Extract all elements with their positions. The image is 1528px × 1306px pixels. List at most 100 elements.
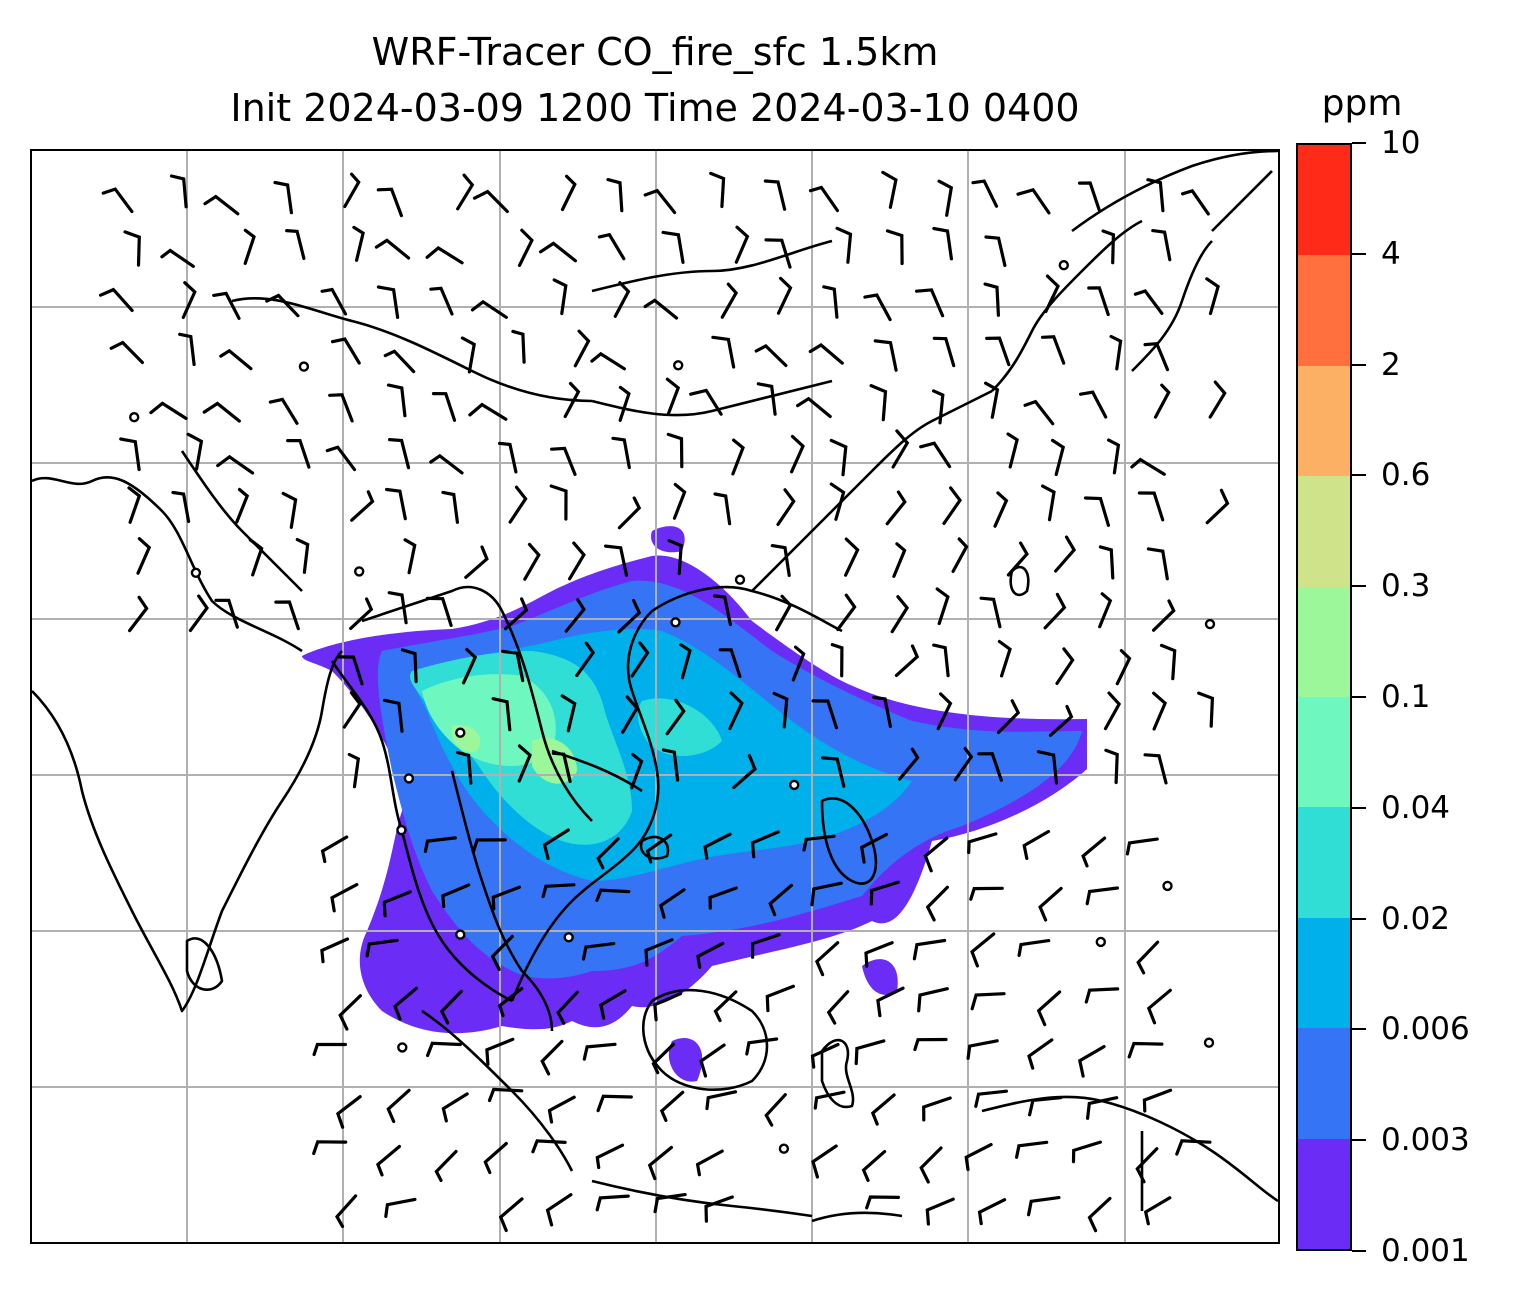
wind-barb: [1036, 990, 1062, 1027]
wind-barb: [127, 486, 142, 524]
wind-barb: [551, 751, 572, 784]
wind-barb: [750, 830, 780, 859]
border-inland-2: [500, 610, 593, 822]
wind-barb: [630, 752, 644, 790]
wind-barb: [661, 748, 680, 782]
colorbar-tick: [1352, 806, 1366, 809]
co-plume: [302, 526, 1087, 1082]
wind-barb: [382, 698, 404, 733]
wind-barb: [365, 938, 399, 958]
wind-barb: [645, 833, 673, 864]
wind-barb: [892, 542, 907, 578]
wind-barb: [573, 329, 591, 368]
wind-barb: [468, 402, 508, 421]
wind-barb: [835, 226, 853, 264]
wind-barb: [1159, 643, 1177, 681]
wind-barb: [813, 1090, 846, 1110]
wind-barb: [101, 187, 134, 214]
wind-barb: [1143, 342, 1170, 372]
wind-barb: [136, 537, 152, 575]
wind-barb: [977, 752, 1003, 782]
calm-wind-circle: [1204, 618, 1216, 630]
wind-barb: [274, 600, 300, 631]
wind-barb: [1133, 289, 1164, 315]
wind-barb: [285, 229, 306, 261]
wind-barb: [917, 987, 949, 1013]
wind-barb: [993, 491, 1009, 528]
island-philippines: [820, 797, 878, 885]
wind-barb: [708, 886, 738, 910]
wind-barb: [1115, 649, 1132, 686]
wind-barb: [1050, 438, 1066, 477]
wind-barb: [349, 597, 374, 630]
wind-barb: [403, 538, 417, 575]
wind-barb: [604, 544, 629, 577]
colorbar-tick: [1352, 1250, 1366, 1252]
wind-barb: [1197, 691, 1215, 728]
wind-barb: [996, 699, 1021, 735]
wind-barb: [932, 389, 945, 425]
wind-barb: [796, 396, 832, 419]
calm-wind-circle: [455, 929, 466, 940]
wind-barb: [970, 992, 1006, 1011]
coastline-china-south: [751, 389, 993, 592]
colorbar: [1296, 143, 1352, 1251]
wind-barb: [1055, 647, 1075, 685]
wind-barb: [703, 832, 732, 860]
wind-barb: [186, 432, 204, 471]
wind-barb: [1048, 704, 1074, 737]
wind-barb: [695, 1149, 724, 1177]
wind-barb: [922, 1096, 952, 1122]
wind-barb: [765, 984, 795, 1013]
wind-barb: [1027, 1196, 1061, 1217]
wind-barb: [763, 179, 787, 211]
colorbar-tick-label: 0.003: [1381, 1122, 1470, 1159]
wind-barb: [426, 1041, 462, 1058]
wind-barb: [844, 537, 860, 577]
wind-barb: [885, 490, 907, 526]
wind-barb: [320, 835, 349, 864]
wind-barb: [854, 1039, 886, 1066]
wind-barb: [560, 174, 577, 212]
wind-barb: [932, 336, 956, 368]
wind-barb: [1152, 691, 1168, 731]
wind-barb: [936, 692, 953, 731]
wind-barb: [699, 1043, 726, 1078]
wind-barb: [764, 238, 792, 269]
wind-barb: [568, 541, 586, 581]
wind-barb: [863, 293, 892, 322]
wind-barb: [243, 228, 256, 265]
calm-wind-circle: [128, 412, 140, 423]
wind-barb: [169, 174, 188, 209]
wind-barb: [347, 752, 361, 789]
wind-barb: [563, 381, 581, 419]
wind-barb: [776, 276, 793, 315]
wind-barb: [925, 1197, 955, 1226]
colorbar-tick: [1352, 252, 1366, 255]
wind-barb: [517, 744, 532, 783]
wind-barb: [1038, 886, 1063, 922]
calm-wind-circle: [673, 360, 684, 371]
wind-barb: [826, 990, 850, 1025]
wind-barb: [149, 401, 188, 420]
wind-barb: [393, 986, 418, 1021]
wind-barb: [659, 1090, 685, 1122]
colorbar-tick: [1352, 142, 1366, 144]
border-inland-4: [231, 297, 593, 403]
wind-barb: [265, 293, 300, 318]
wind-barb: [335, 1194, 358, 1228]
wind-barb: [913, 1037, 948, 1052]
wind-barb: [212, 291, 241, 320]
wind-barb: [203, 194, 240, 216]
wind-barb: [829, 438, 848, 477]
wind-barb: [1143, 753, 1168, 785]
wind-barb: [667, 539, 683, 576]
wind-barb: [374, 238, 411, 260]
wind-barb: [1023, 399, 1055, 426]
wind-barb: [720, 282, 739, 319]
colorbar-segment: [1298, 586, 1350, 698]
calm-wind-circle: [190, 567, 202, 578]
wind-barb: [890, 595, 910, 634]
wind-barb: [498, 441, 518, 474]
coastline-korea: [1131, 240, 1213, 372]
